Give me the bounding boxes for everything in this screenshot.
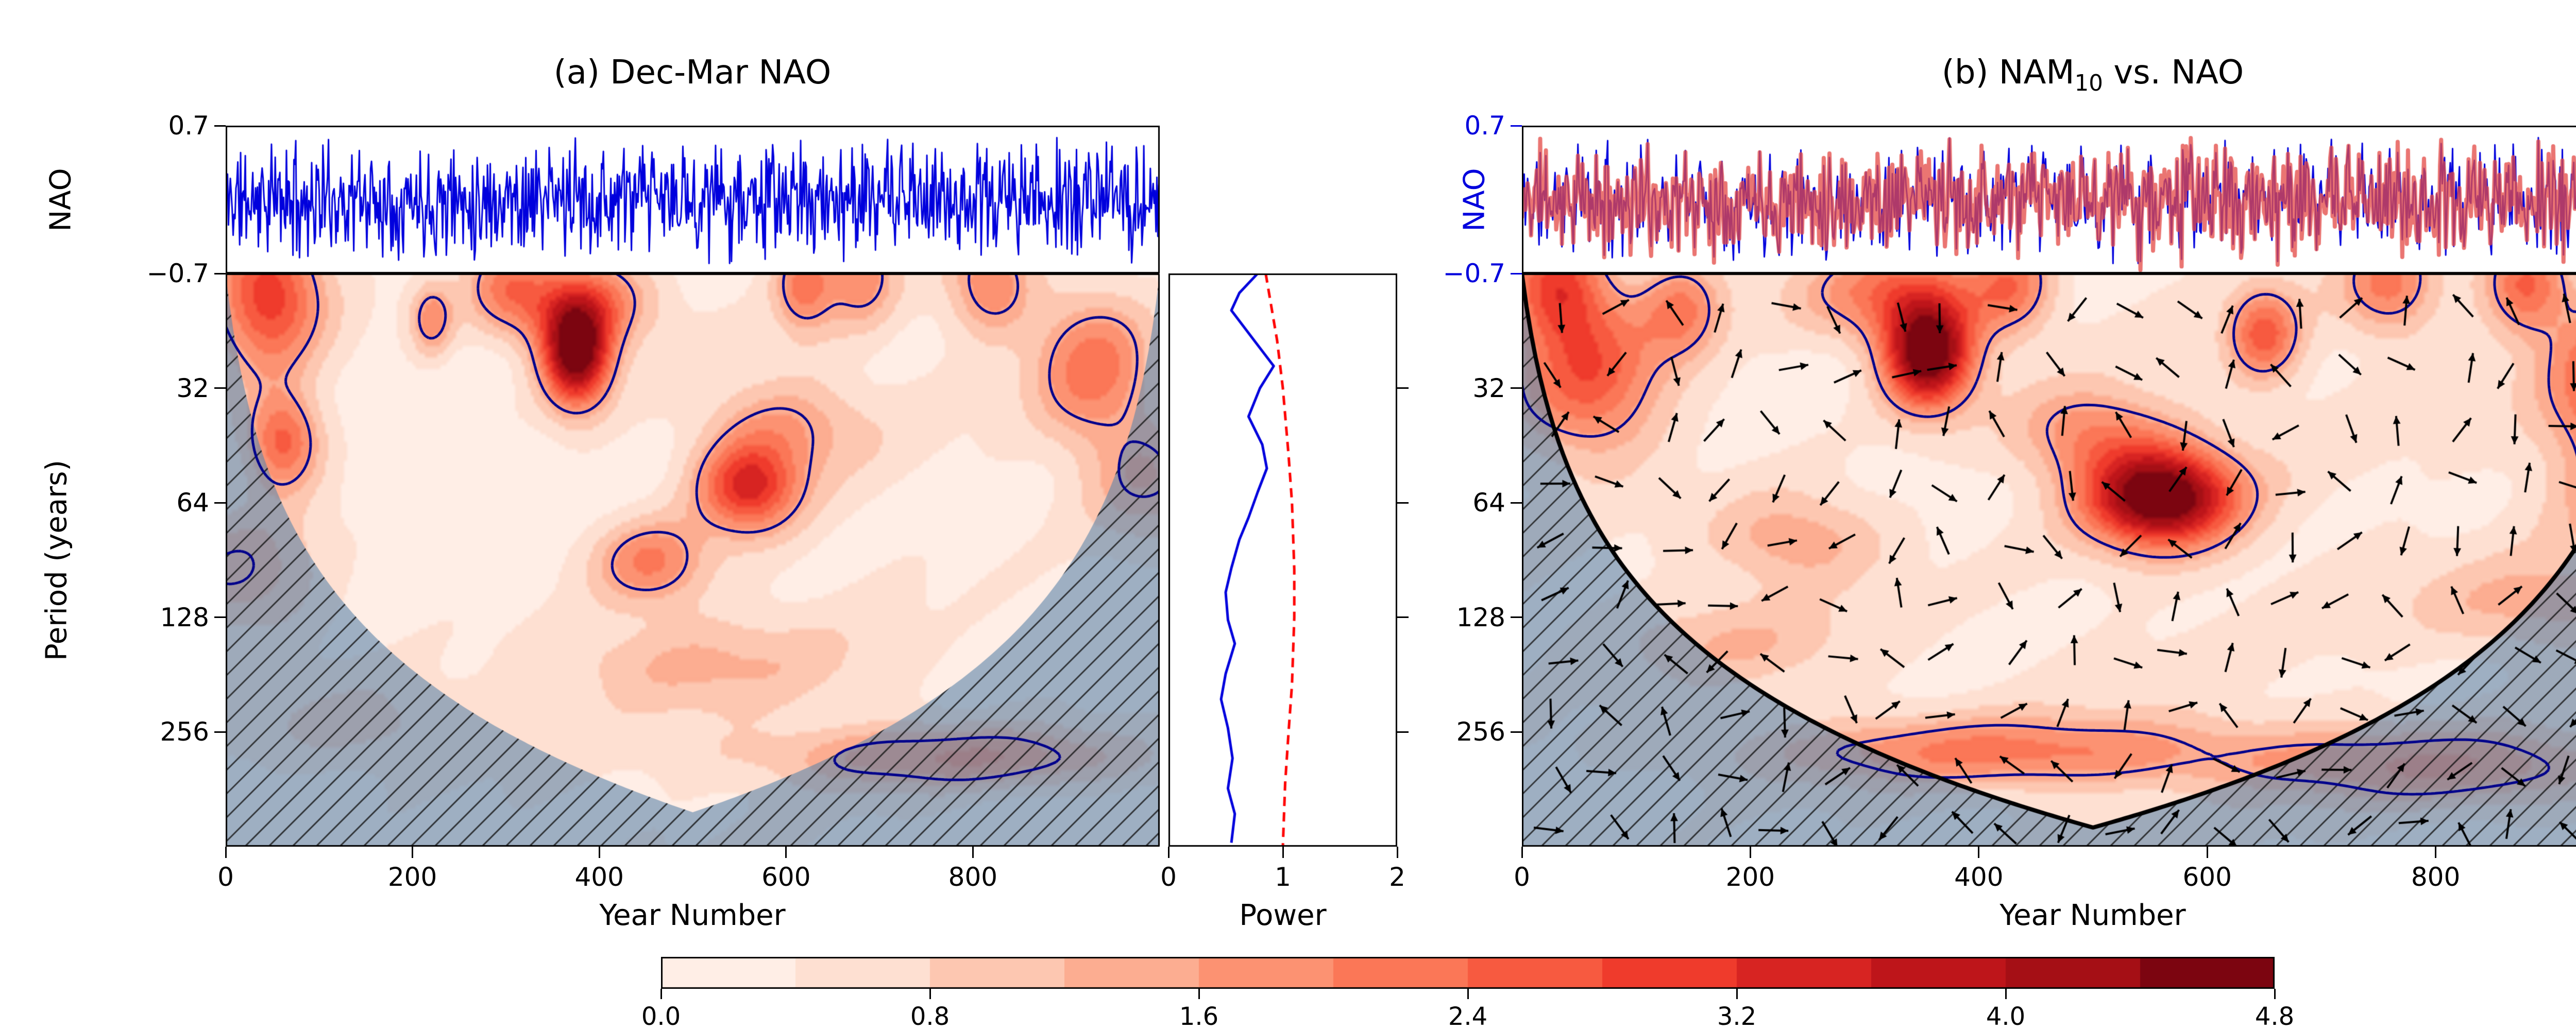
tick-mark xyxy=(2435,847,2437,858)
colorbar-tick: 4.8 xyxy=(2255,1002,2295,1030)
panel-b-title-prefix: (b) NAM xyxy=(1941,54,2075,92)
power-xtick: 0 xyxy=(1160,862,1177,892)
tick-mark xyxy=(412,847,414,858)
tick-mark xyxy=(1467,989,1469,999)
tick-mark xyxy=(1167,847,1170,858)
tick-mark xyxy=(1511,731,1522,733)
tick-mark xyxy=(660,989,662,999)
panel-a-xtick: 400 xyxy=(574,862,624,892)
tick-mark xyxy=(225,847,227,858)
tick-mark xyxy=(214,387,226,389)
panel-b-period-tick: 64 xyxy=(1472,488,1505,518)
panel-b-nao-ytick: −0.7 xyxy=(1443,259,1505,288)
panel-b-period-tick: 128 xyxy=(1456,602,1505,632)
panel-a-xtick: 0 xyxy=(217,862,234,892)
tick-mark xyxy=(214,502,226,504)
tick-mark xyxy=(598,847,600,858)
tick-mark xyxy=(1749,847,1751,858)
tick-mark xyxy=(929,989,931,999)
panel-b-period-tick: 32 xyxy=(1472,373,1505,403)
panel-a-period-tick: 128 xyxy=(160,602,209,632)
panel-b-xtick: 600 xyxy=(2182,862,2232,892)
panel-a-wavelet-canvas xyxy=(226,273,1160,847)
colorbar-tick: 2.4 xyxy=(1448,1002,1488,1030)
tick-mark xyxy=(785,847,787,858)
panel-b-title-suffix: vs. NAO xyxy=(2103,54,2244,92)
panel-b-nao-ylabel: NAO xyxy=(1458,168,1492,232)
tick-mark xyxy=(1511,125,1522,127)
panel-a-timeseries-canvas xyxy=(226,126,1160,273)
panel-b-title: (b) NAM10 vs. NAO xyxy=(1942,54,2244,96)
tick-mark xyxy=(1198,989,1200,999)
panel-a-xlabel: Year Number xyxy=(599,899,786,932)
tick-mark xyxy=(2206,847,2208,858)
panel-a-ts-ytick: −0.7 xyxy=(146,259,209,288)
tick-mark xyxy=(1511,272,1522,274)
tick-mark xyxy=(1397,387,1409,389)
panel-a-xtick: 600 xyxy=(761,862,811,892)
panel-a-period-tick: 32 xyxy=(176,373,209,403)
tick-mark xyxy=(1396,847,1398,858)
tick-mark xyxy=(1511,387,1522,389)
colorbar-tick: 0.8 xyxy=(910,1002,950,1030)
colorbar-tick: 4.0 xyxy=(1986,1002,2026,1030)
panel-b-xtick: 0 xyxy=(1514,862,1530,892)
tick-mark xyxy=(1736,989,1738,999)
power-xtick: 2 xyxy=(1389,862,1405,892)
tick-mark xyxy=(972,847,974,858)
panel-a-xtick: 800 xyxy=(948,862,998,892)
tick-mark xyxy=(1511,502,1522,504)
panel-b-nao-ytick: 0.7 xyxy=(1464,111,1505,141)
tick-mark xyxy=(214,616,226,619)
panel-a-ts-ylabel: NAO xyxy=(44,168,78,232)
panel-a-power-canvas xyxy=(1168,273,1397,847)
tick-mark xyxy=(2005,989,2007,999)
tick-mark xyxy=(214,272,226,274)
power-xtick: 1 xyxy=(1275,862,1291,892)
panel-b-xtick: 200 xyxy=(1725,862,1775,892)
tick-mark xyxy=(1521,847,1523,858)
colorbar-canvas xyxy=(661,957,2275,989)
panel-b-timeseries-canvas xyxy=(1522,126,2576,273)
tick-mark xyxy=(1282,847,1284,858)
panel-a-period-tick: 256 xyxy=(160,717,209,747)
panel-a-xtick: 200 xyxy=(387,862,437,892)
tick-mark xyxy=(2274,989,2276,999)
panel-b-period-tick: 256 xyxy=(1456,717,1505,747)
tick-mark xyxy=(1978,847,1980,858)
panel-b-title-subscript: 10 xyxy=(2074,70,2103,96)
panel-a-title: (a) Dec-Mar NAO xyxy=(553,54,832,92)
panel-b-xtick: 400 xyxy=(1954,862,2004,892)
tick-mark xyxy=(1397,731,1409,733)
tick-mark xyxy=(214,125,226,127)
panel-a-period-ylabel: Period (years) xyxy=(40,459,74,661)
panel-b-wavelet-canvas xyxy=(1522,273,2576,847)
power-xlabel: Power xyxy=(1239,899,1327,932)
panel-a-ts-ytick: 0.7 xyxy=(168,111,209,141)
tick-mark xyxy=(1397,616,1409,619)
tick-mark xyxy=(1397,502,1409,504)
panel-a-period-tick: 64 xyxy=(176,488,209,518)
panel-b-xlabel: Year Number xyxy=(1999,899,2186,932)
tick-mark xyxy=(214,731,226,733)
colorbar-tick: 3.2 xyxy=(1717,1002,1757,1030)
colorbar-tick: 0.0 xyxy=(641,1002,681,1030)
colorbar-tick: 1.6 xyxy=(1179,1002,1219,1030)
tick-mark xyxy=(1511,616,1522,619)
panel-b-xtick: 800 xyxy=(2411,862,2461,892)
